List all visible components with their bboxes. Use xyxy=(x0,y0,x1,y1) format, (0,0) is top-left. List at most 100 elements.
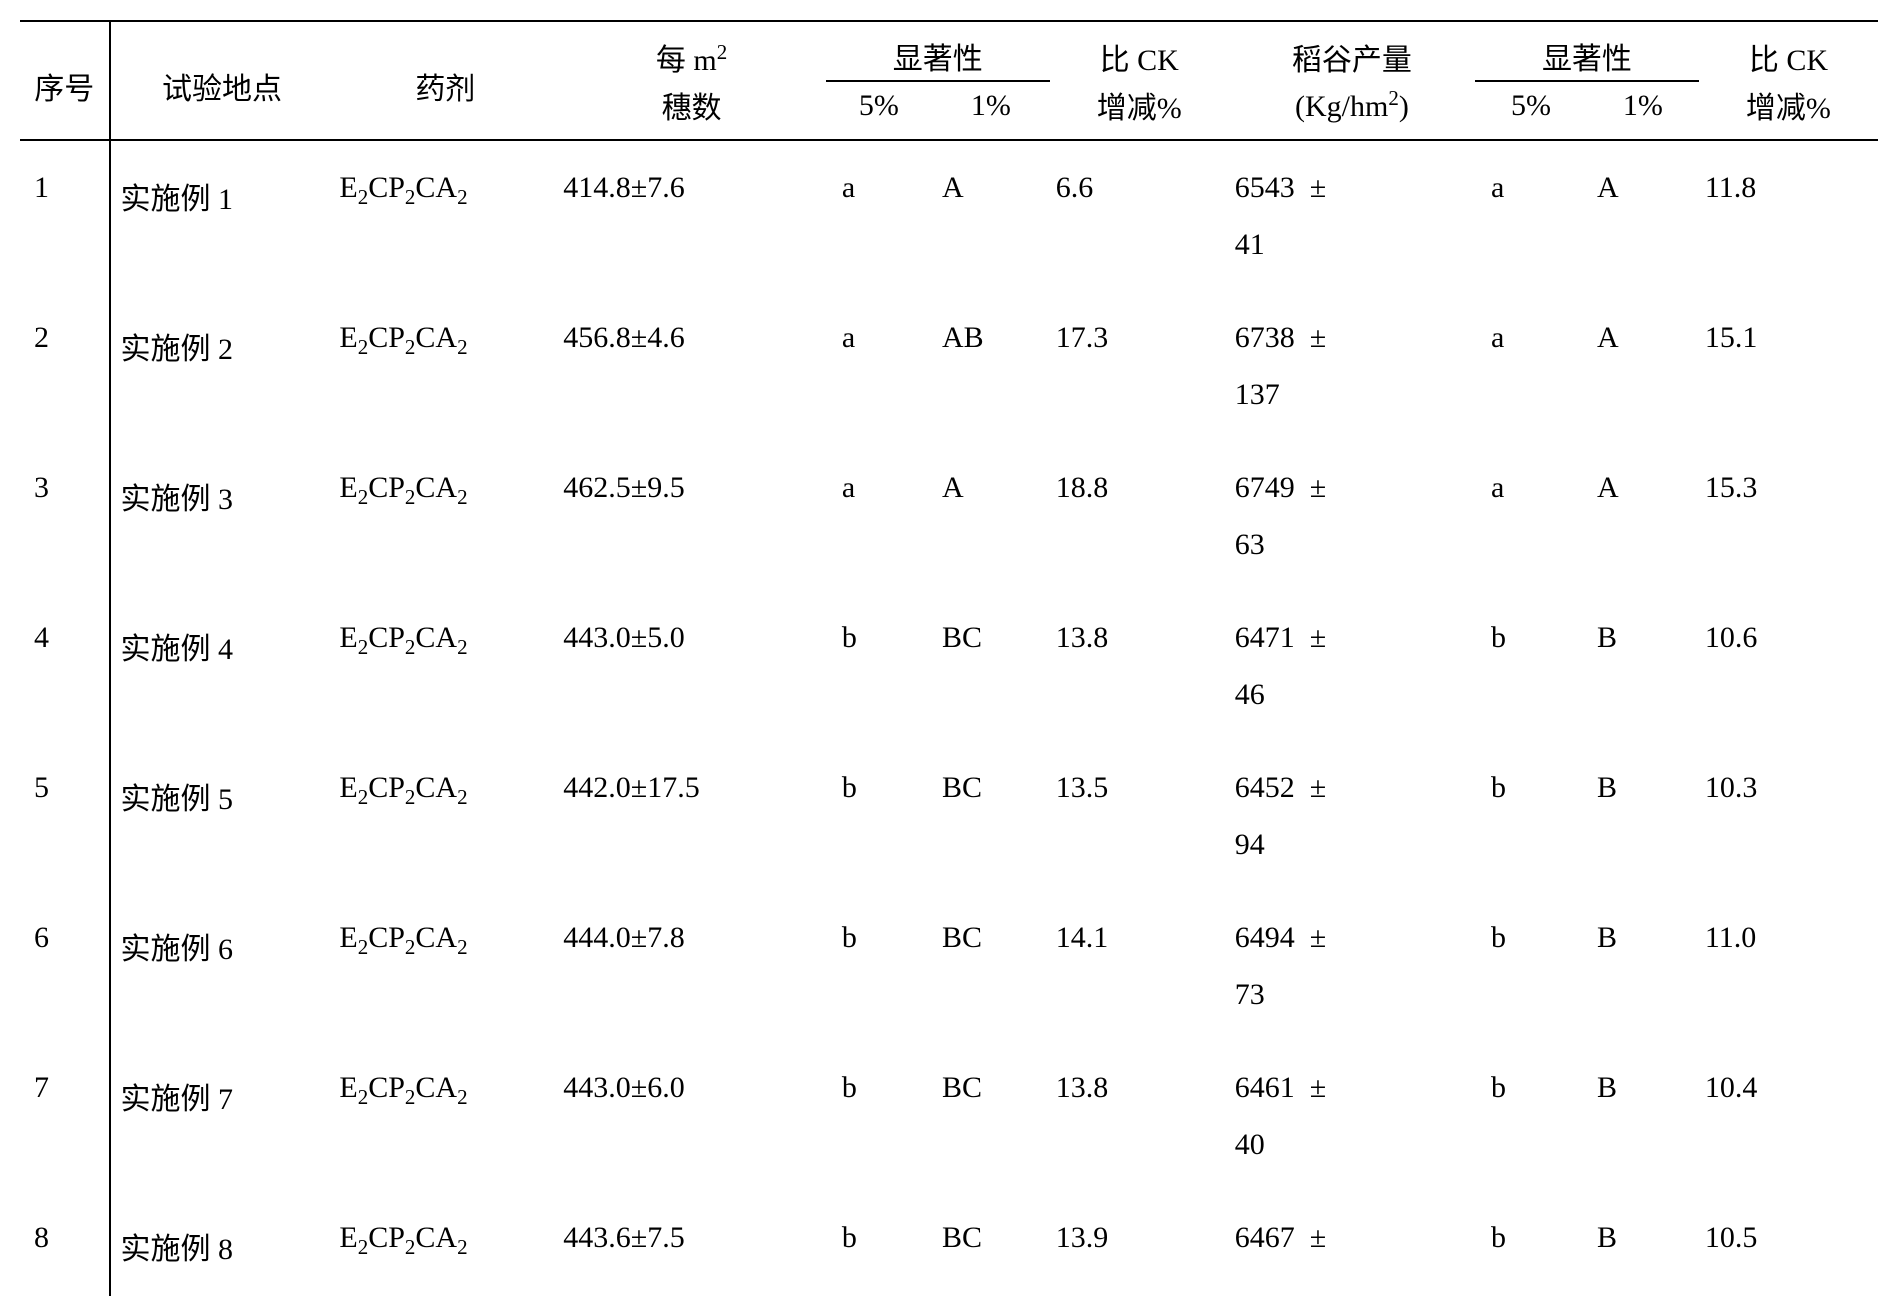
cell-sig5: b xyxy=(826,1041,932,1191)
cell-ck2: 11.0 xyxy=(1699,891,1878,1041)
cell-seq: 3 xyxy=(20,441,110,591)
cell-sig2-5: b xyxy=(1475,1041,1587,1191)
cell-yield: 6461 ±40 xyxy=(1229,1041,1475,1191)
table-row: 5实施例 5E2CP2CA2442.0±17.5bBC13.56452 ±94b… xyxy=(20,741,1878,891)
header-significance-text: 显著性 xyxy=(893,43,983,76)
cell-agent: E2CP2CA2 xyxy=(333,741,557,891)
header-agent: 药剂 xyxy=(333,21,557,140)
cell-m2: 456.8±4.6 xyxy=(557,291,826,441)
header-ck-text1: 比 CK xyxy=(1100,44,1179,77)
table-body: 1实施例 1E2CP2CA2414.8±7.6aA6.66543 ±41aA11… xyxy=(20,140,1878,1296)
cell-m2: 443.0±6.0 xyxy=(557,1041,826,1191)
cell-ck: 18.8 xyxy=(1050,441,1229,591)
cell-sig2-5: b xyxy=(1475,741,1587,891)
data-table-container: 序号 试验地点 药剂 每 m2 显著性 比 CK 稻谷产量 xyxy=(20,20,1878,1296)
header-row-top: 序号 试验地点 药剂 每 m2 显著性 比 CK 稻谷产量 xyxy=(20,21,1878,81)
cell-ck: 17.3 xyxy=(1050,291,1229,441)
cell-ck: 13.9 xyxy=(1050,1191,1229,1296)
cell-ck: 6.6 xyxy=(1050,140,1229,291)
cell-sig2-1: B xyxy=(1587,1041,1699,1191)
cell-seq: 1 xyxy=(20,140,110,291)
cell-site: 实施例 2 xyxy=(110,291,334,441)
header-sig2-5: 5% xyxy=(1475,81,1587,140)
header-site: 试验地点 xyxy=(110,21,334,140)
cell-sig1: A xyxy=(932,140,1050,291)
cell-m2: 462.5±9.5 xyxy=(557,441,826,591)
cell-seq: 5 xyxy=(20,741,110,891)
cell-ck2: 15.3 xyxy=(1699,441,1878,591)
cell-ck: 14.1 xyxy=(1050,891,1229,1041)
header-ck-text2: 增减% xyxy=(1097,92,1182,125)
header-yield-text2b: ) xyxy=(1399,90,1409,123)
cell-yield: 6471 ±46 xyxy=(1229,591,1475,741)
cell-sig2-5: a xyxy=(1475,441,1587,591)
header-significance2-text: 显著性 xyxy=(1542,43,1632,76)
cell-sig5: a xyxy=(826,441,932,591)
cell-yield: 6738 ±137 xyxy=(1229,291,1475,441)
header-m2-text1: 每 m xyxy=(656,44,717,77)
header-ck2-text2: 增减% xyxy=(1746,92,1831,125)
cell-sig2-5: a xyxy=(1475,291,1587,441)
cell-ck2: 15.1 xyxy=(1699,291,1878,441)
header-seq: 序号 xyxy=(20,21,110,140)
header-ck2-text1: 比 CK xyxy=(1749,44,1828,77)
cell-sig5: b xyxy=(826,741,932,891)
cell-sig2-1: A xyxy=(1587,140,1699,291)
cell-sig5: b xyxy=(826,1191,932,1296)
cell-sig2-5: b xyxy=(1475,891,1587,1041)
cell-ck: 13.8 xyxy=(1050,1041,1229,1191)
cell-site: 实施例 1 xyxy=(110,140,334,291)
table-row: 8实施例 8E2CP2CA2443.6±7.5bBC13.96467 ±bB10… xyxy=(20,1191,1878,1296)
cell-seq: 2 xyxy=(20,291,110,441)
table-row: 1实施例 1E2CP2CA2414.8±7.6aA6.66543 ±41aA11… xyxy=(20,140,1878,291)
header-m2-top: 每 m2 xyxy=(557,21,826,81)
cell-yield: 6494 ±73 xyxy=(1229,891,1475,1041)
cell-sig2-1: B xyxy=(1587,741,1699,891)
header-m2-bottom: 穗数 xyxy=(557,81,826,140)
cell-ck2: 11.8 xyxy=(1699,140,1878,291)
cell-sig2-1: B xyxy=(1587,1191,1699,1296)
header-sig-1: 1% xyxy=(932,81,1050,140)
cell-sig1: BC xyxy=(932,1191,1050,1296)
header-significance2-top: 显著性 xyxy=(1475,21,1699,81)
cell-sig5: a xyxy=(826,140,932,291)
cell-m2: 442.0±17.5 xyxy=(557,741,826,891)
table-header: 序号 试验地点 药剂 每 m2 显著性 比 CK 稻谷产量 xyxy=(20,21,1878,140)
cell-sig1: BC xyxy=(932,891,1050,1041)
header-site-text: 试验地点 xyxy=(162,73,282,106)
table-row: 4实施例 4E2CP2CA2443.0±5.0bBC13.86471 ±46bB… xyxy=(20,591,1878,741)
cell-m2: 414.8±7.6 xyxy=(557,140,826,291)
header-sig2-5-text: 5% xyxy=(1511,89,1551,122)
header-ck-bottom: 增减% xyxy=(1050,81,1229,140)
cell-sig1: BC xyxy=(932,1041,1050,1191)
header-ck2-bottom: 增减% xyxy=(1699,81,1878,140)
header-ck-top: 比 CK xyxy=(1050,21,1229,81)
cell-sig2-1: B xyxy=(1587,591,1699,741)
header-m2-sup: 2 xyxy=(717,40,728,64)
cell-m2: 443.0±5.0 xyxy=(557,591,826,741)
cell-seq: 7 xyxy=(20,1041,110,1191)
cell-agent: E2CP2CA2 xyxy=(333,891,557,1041)
cell-agent: E2CP2CA2 xyxy=(333,591,557,741)
cell-sig1: BC xyxy=(932,591,1050,741)
header-significance-top: 显著性 xyxy=(826,21,1050,81)
cell-seq: 8 xyxy=(20,1191,110,1296)
cell-sig5: b xyxy=(826,591,932,741)
header-yield-sup: 2 xyxy=(1388,86,1399,110)
experiment-results-table: 序号 试验地点 药剂 每 m2 显著性 比 CK 稻谷产量 xyxy=(20,20,1878,1296)
header-seq-text: 序号 xyxy=(34,73,94,106)
header-sig-5: 5% xyxy=(826,81,932,140)
cell-seq: 6 xyxy=(20,891,110,1041)
cell-agent: E2CP2CA2 xyxy=(333,441,557,591)
cell-yield: 6749 ±63 xyxy=(1229,441,1475,591)
header-sig2-1: 1% xyxy=(1587,81,1699,140)
cell-seq: 4 xyxy=(20,591,110,741)
cell-m2: 444.0±7.8 xyxy=(557,891,826,1041)
table-row: 2实施例 2E2CP2CA2456.8±4.6aAB17.36738 ±137a… xyxy=(20,291,1878,441)
cell-agent: E2CP2CA2 xyxy=(333,1191,557,1296)
cell-agent: E2CP2CA2 xyxy=(333,140,557,291)
cell-sig2-5: a xyxy=(1475,140,1587,291)
cell-sig2-1: A xyxy=(1587,291,1699,441)
cell-sig2-1: B xyxy=(1587,891,1699,1041)
cell-sig1: A xyxy=(932,441,1050,591)
